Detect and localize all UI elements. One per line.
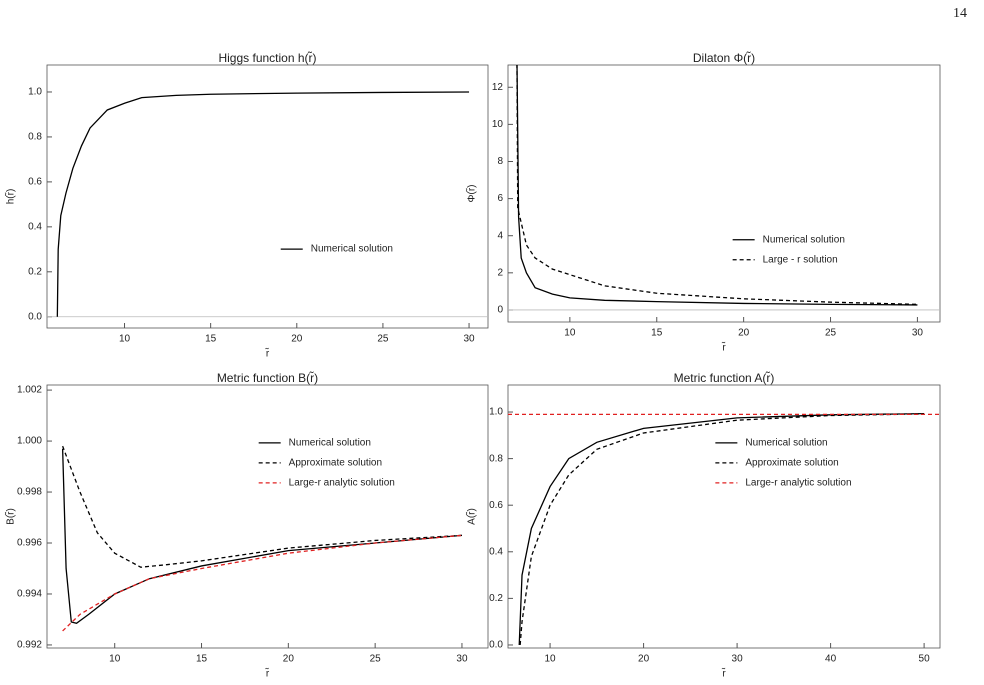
plot-frame	[46, 384, 489, 649]
x-tick-label: 30	[732, 654, 744, 665]
data-line	[62, 445, 462, 568]
plot-frame	[507, 64, 941, 323]
y-tick-label: 0.6	[489, 500, 503, 511]
y-tick-label: 0.994	[17, 589, 42, 600]
y-tick-label: 0.998	[17, 487, 42, 498]
legend-label: Large-r analytic solution	[289, 478, 395, 489]
y-tick-label: 0.2	[489, 593, 503, 604]
x-tick-label: 20	[291, 334, 303, 345]
x-tick-label: 10	[109, 654, 121, 665]
y-tick-label: 0.996	[17, 538, 42, 549]
y-axis-label: h(r̃)	[4, 189, 17, 205]
x-axis-label: r̃	[264, 347, 269, 360]
legend-label: Numerical solution	[311, 244, 393, 255]
chart-title: Dilaton Φ(r̃)	[693, 50, 755, 65]
legend-label: Numerical solution	[745, 438, 827, 449]
y-tick-label: 8	[497, 156, 503, 167]
y-tick-label: 12	[492, 82, 504, 93]
y-tick-label: 0.4	[489, 546, 503, 557]
x-tick-label: 30	[456, 654, 468, 665]
data-line	[518, 413, 925, 645]
y-tick-label: 10	[492, 119, 504, 130]
legend-label: Numerical solution	[289, 438, 371, 449]
x-tick-label: 20	[638, 654, 650, 665]
y-tick-label: 0.0	[489, 640, 503, 651]
x-tick-label: 25	[377, 334, 389, 345]
data-line	[62, 534, 463, 632]
x-tick-label: 50	[919, 654, 931, 665]
data-line	[519, 413, 925, 646]
x-tick-label: 40	[825, 654, 837, 665]
x-tick-label: 25	[825, 328, 837, 339]
legend-label: Numerical solution	[763, 234, 845, 245]
x-axis-label: r̃	[721, 667, 726, 680]
x-tick-label: 10	[545, 654, 557, 665]
x-tick-label: 25	[370, 654, 382, 665]
plot-frame	[46, 64, 489, 329]
y-tick-label: 0.2	[28, 266, 42, 277]
chart-title: Higgs function h(r̃)	[218, 50, 316, 65]
chart-title: Metric function B(r̃)	[217, 370, 318, 385]
y-tick-label: 1.0	[489, 407, 503, 418]
y-tick-label: 0.992	[17, 640, 42, 651]
y-axis-label: A(r̃)	[465, 508, 478, 525]
y-tick-label: 1.002	[17, 385, 42, 396]
data-line	[516, 65, 918, 306]
y-tick-label: 6	[497, 193, 503, 204]
x-tick-label: 30	[463, 334, 475, 345]
plot-frame	[507, 384, 941, 649]
data-line	[516, 65, 918, 306]
legend-label: Approximate solution	[745, 458, 838, 469]
y-tick-label: 0.8	[489, 453, 503, 464]
x-tick-label: 30	[912, 328, 924, 339]
x-tick-label: 10	[564, 328, 576, 339]
y-tick-label: 0.6	[28, 177, 42, 188]
y-tick-label: 0.0	[28, 311, 42, 322]
legend-label: Large - r solution	[763, 254, 838, 265]
page-number: 14	[953, 6, 967, 21]
y-axis-label: Φ(r̃)	[465, 185, 478, 203]
data-line	[61, 448, 463, 624]
x-tick-label: 20	[738, 328, 750, 339]
x-axis-label: r̃	[264, 667, 269, 680]
x-tick-label: 10	[119, 334, 131, 345]
x-axis-label: r̃	[721, 341, 726, 354]
y-tick-label: 4	[497, 230, 503, 241]
x-tick-label: 15	[651, 328, 663, 339]
y-tick-label: 2	[497, 267, 503, 278]
y-axis-label: B(r̃)	[4, 508, 17, 525]
chart-title: Metric function A(r̃)	[674, 370, 775, 385]
y-tick-label: 0.4	[28, 221, 42, 232]
x-tick-label: 20	[283, 654, 295, 665]
data-line	[56, 91, 470, 317]
y-tick-label: 1.000	[17, 436, 42, 447]
y-tick-label: 1.0	[28, 87, 42, 98]
x-tick-label: 15	[196, 654, 208, 665]
legend-label: Approximate solution	[289, 458, 382, 469]
y-tick-label: 0.8	[28, 132, 42, 143]
y-tick-label: 0	[497, 305, 503, 316]
legend-label: Large-r analytic solution	[745, 478, 851, 489]
x-tick-label: 15	[205, 334, 217, 345]
